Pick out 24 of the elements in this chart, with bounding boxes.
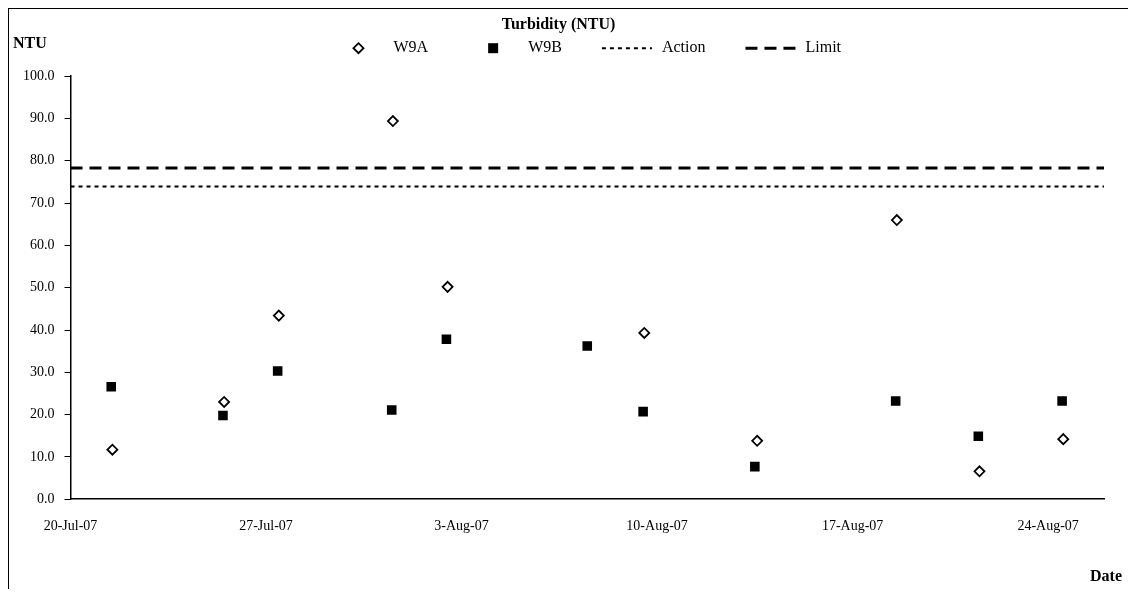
- y-tick-label: 20.0: [30, 406, 55, 422]
- x-tick-label: 27-Jul-07: [239, 518, 293, 534]
- y-tick-label: 70.0: [30, 194, 55, 210]
- y-tick-label: 80.0: [30, 152, 55, 168]
- y-tick-label: 10.0: [30, 448, 55, 464]
- chart-title: Turbidity (NTU): [501, 14, 616, 33]
- x-tick-label: 24-Aug-07: [1017, 518, 1079, 534]
- legend-label: W9A: [393, 38, 429, 56]
- y-axis-title: NTU: [13, 34, 48, 52]
- legend-label: Action: [661, 38, 706, 56]
- legend-label: W9B: [528, 38, 562, 56]
- y-tick-label: 50.0: [30, 279, 55, 295]
- legend-label: Limit: [805, 38, 842, 56]
- y-tick-label: 90.0: [30, 110, 55, 126]
- y-tick-label: 100.0: [23, 67, 55, 83]
- x-axis-title: Date: [1090, 567, 1122, 585]
- y-tick-label: 40.0: [30, 321, 55, 337]
- x-tick-label: 20-Jul-07: [43, 518, 98, 534]
- y-tick-label: 30.0: [30, 363, 55, 379]
- x-tick-label: 3-Aug-07: [434, 518, 489, 534]
- y-tick-label: 0.0: [37, 490, 55, 506]
- y-tick-label: 60.0: [30, 237, 55, 253]
- x-tick-label: 10-Aug-07: [626, 518, 688, 534]
- x-tick-label: 17-Aug-07: [821, 518, 884, 534]
